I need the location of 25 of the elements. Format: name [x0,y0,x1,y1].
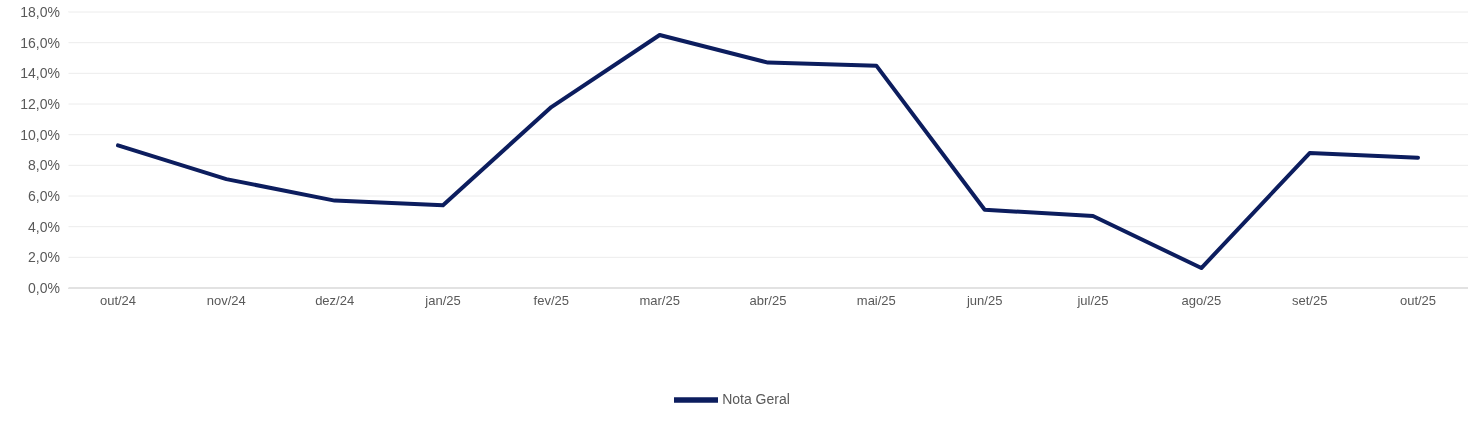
x-tick-label: jun/25 [965,293,1003,309]
x-tick-label: jul/25 [1076,293,1109,309]
y-tick-label: 16,0% [20,34,60,51]
x-tick-label: mar/25 [639,293,680,309]
y-tick-label: 12,0% [20,95,60,112]
x-tick-label: ago/25 [1181,293,1222,309]
y-tick-label: 4,0% [28,218,60,235]
x-tick-label: abr/25 [749,293,787,309]
x-tick-label: set/25 [1291,293,1328,309]
y-tick-label: 2,0% [28,249,60,266]
x-tick-label: dez/24 [315,293,355,309]
y-tick-label: 8,0% [28,157,60,174]
line-series [116,33,1420,271]
y-tick-label: 6,0% [28,187,60,204]
y-tick-label: 14,0% [20,65,60,82]
y-tick-label: 0,0% [28,279,60,296]
y-tick-label: 10,0% [20,126,60,143]
x-tick-label: fev/25 [533,293,570,309]
y-tick-label: 18,0% [20,3,60,20]
x-tick-label: mai/25 [856,293,896,309]
legend-label: Nota Geral [722,391,790,408]
x-tick-label: jan/25 [424,293,461,309]
x-tick-label: out/24 [99,293,137,309]
x-tick-label: out/25 [1399,293,1437,309]
x-tick-label: nov/24 [206,293,246,309]
